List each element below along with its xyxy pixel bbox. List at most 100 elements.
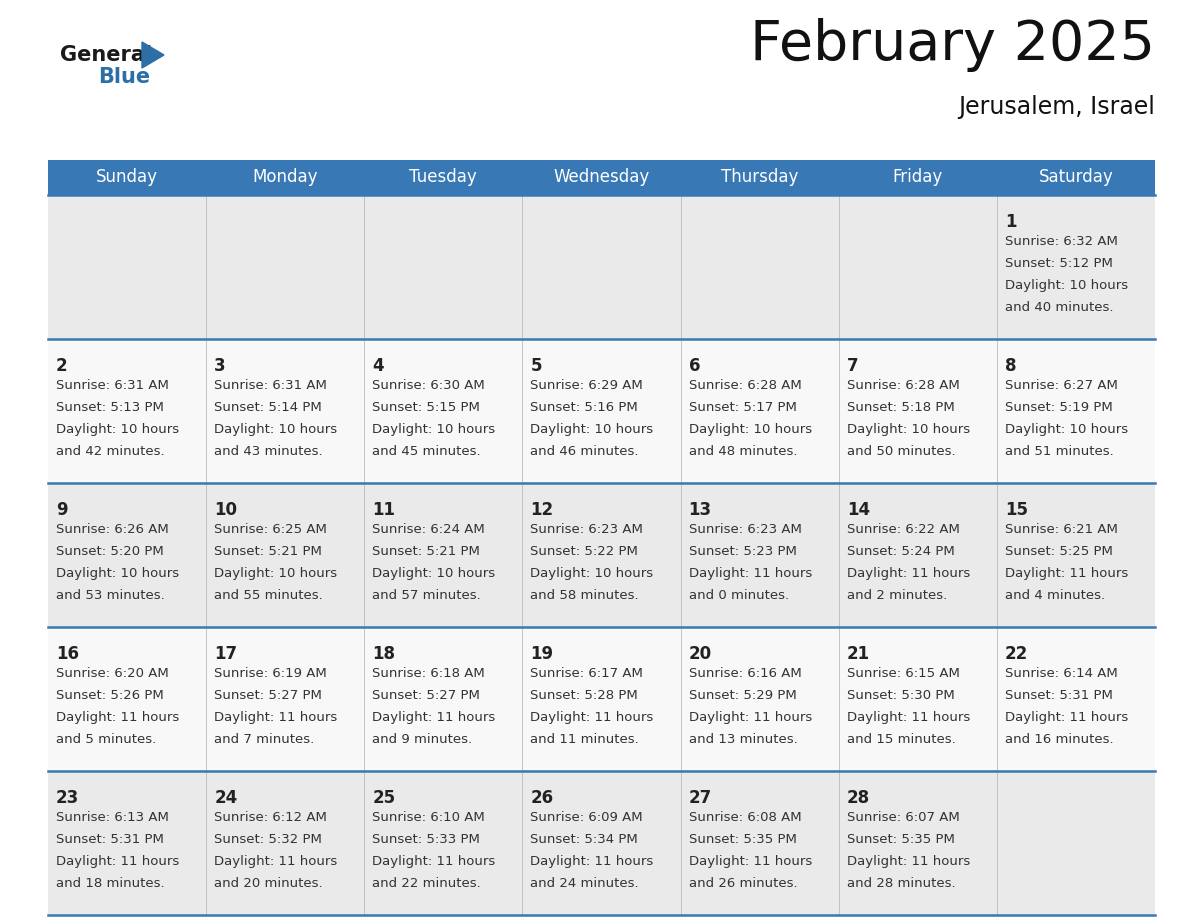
Text: 18: 18 <box>372 645 396 663</box>
Text: Blue: Blue <box>97 67 150 87</box>
Text: Daylight: 11 hours: Daylight: 11 hours <box>214 855 337 868</box>
Text: Sunset: 5:24 PM: Sunset: 5:24 PM <box>847 545 954 558</box>
Text: and 2 minutes.: and 2 minutes. <box>847 589 947 602</box>
Bar <box>523 339 681 483</box>
Bar <box>681 160 839 195</box>
Text: 11: 11 <box>372 501 396 519</box>
Bar <box>681 195 839 339</box>
Text: Sunrise: 6:16 AM: Sunrise: 6:16 AM <box>689 667 802 680</box>
Text: Sunrise: 6:10 AM: Sunrise: 6:10 AM <box>372 811 485 824</box>
Bar <box>997 339 1155 483</box>
Text: and 53 minutes.: and 53 minutes. <box>56 589 165 602</box>
Text: Sunrise: 6:28 AM: Sunrise: 6:28 AM <box>847 379 960 392</box>
Bar <box>997 160 1155 195</box>
Text: Daylight: 11 hours: Daylight: 11 hours <box>689 567 811 580</box>
Bar <box>365 771 523 915</box>
Bar <box>207 195 365 339</box>
Text: and 50 minutes.: and 50 minutes. <box>847 445 955 458</box>
Text: Daylight: 11 hours: Daylight: 11 hours <box>847 567 969 580</box>
Text: Wednesday: Wednesday <box>554 169 650 186</box>
Bar <box>48 195 207 339</box>
Bar <box>997 771 1155 915</box>
Text: Sunrise: 6:15 AM: Sunrise: 6:15 AM <box>847 667 960 680</box>
Text: Daylight: 11 hours: Daylight: 11 hours <box>372 711 495 724</box>
Text: Daylight: 10 hours: Daylight: 10 hours <box>689 423 811 436</box>
Text: Sunset: 5:33 PM: Sunset: 5:33 PM <box>372 833 480 846</box>
Text: Sunset: 5:31 PM: Sunset: 5:31 PM <box>56 833 164 846</box>
Text: and 26 minutes.: and 26 minutes. <box>689 877 797 890</box>
Text: Daylight: 10 hours: Daylight: 10 hours <box>530 567 653 580</box>
Text: Sunrise: 6:21 AM: Sunrise: 6:21 AM <box>1005 523 1118 536</box>
Text: Sunday: Sunday <box>96 169 158 186</box>
Text: 14: 14 <box>847 501 870 519</box>
Text: Saturday: Saturday <box>1038 169 1113 186</box>
Text: and 40 minutes.: and 40 minutes. <box>1005 301 1113 314</box>
Text: Monday: Monday <box>253 169 318 186</box>
Bar <box>997 483 1155 627</box>
Text: Daylight: 10 hours: Daylight: 10 hours <box>1005 423 1127 436</box>
Bar <box>365 195 523 339</box>
Text: February 2025: February 2025 <box>750 18 1155 72</box>
Text: Sunset: 5:30 PM: Sunset: 5:30 PM <box>847 689 954 702</box>
Text: Sunset: 5:34 PM: Sunset: 5:34 PM <box>530 833 638 846</box>
Text: Daylight: 10 hours: Daylight: 10 hours <box>214 423 337 436</box>
Text: Sunset: 5:27 PM: Sunset: 5:27 PM <box>372 689 480 702</box>
Text: Sunrise: 6:12 AM: Sunrise: 6:12 AM <box>214 811 327 824</box>
Text: Daylight: 11 hours: Daylight: 11 hours <box>214 711 337 724</box>
Bar <box>523 160 681 195</box>
Bar <box>207 627 365 771</box>
Text: Sunset: 5:29 PM: Sunset: 5:29 PM <box>689 689 796 702</box>
Text: Sunrise: 6:23 AM: Sunrise: 6:23 AM <box>689 523 802 536</box>
Text: Daylight: 11 hours: Daylight: 11 hours <box>847 855 969 868</box>
Text: Sunset: 5:13 PM: Sunset: 5:13 PM <box>56 401 164 414</box>
Bar <box>681 771 839 915</box>
Text: 2: 2 <box>56 357 68 375</box>
Text: 17: 17 <box>214 645 238 663</box>
Text: 22: 22 <box>1005 645 1028 663</box>
Text: 1: 1 <box>1005 213 1017 231</box>
Text: 7: 7 <box>847 357 859 375</box>
Bar <box>48 160 207 195</box>
Text: and 5 minutes.: and 5 minutes. <box>56 733 157 746</box>
Text: 5: 5 <box>530 357 542 375</box>
Text: Sunset: 5:31 PM: Sunset: 5:31 PM <box>1005 689 1113 702</box>
Bar <box>365 627 523 771</box>
Text: Daylight: 11 hours: Daylight: 11 hours <box>847 711 969 724</box>
Text: Sunrise: 6:18 AM: Sunrise: 6:18 AM <box>372 667 485 680</box>
Text: Sunrise: 6:17 AM: Sunrise: 6:17 AM <box>530 667 644 680</box>
Text: Sunset: 5:18 PM: Sunset: 5:18 PM <box>847 401 954 414</box>
Text: Sunset: 5:12 PM: Sunset: 5:12 PM <box>1005 257 1113 270</box>
Text: 10: 10 <box>214 501 238 519</box>
Bar <box>839 339 997 483</box>
Text: Daylight: 10 hours: Daylight: 10 hours <box>56 567 179 580</box>
Text: Sunrise: 6:26 AM: Sunrise: 6:26 AM <box>56 523 169 536</box>
Text: Daylight: 11 hours: Daylight: 11 hours <box>530 855 653 868</box>
Text: and 15 minutes.: and 15 minutes. <box>847 733 955 746</box>
Text: Daylight: 10 hours: Daylight: 10 hours <box>56 423 179 436</box>
Text: Thursday: Thursday <box>721 169 798 186</box>
Text: and 11 minutes.: and 11 minutes. <box>530 733 639 746</box>
Text: Sunset: 5:26 PM: Sunset: 5:26 PM <box>56 689 164 702</box>
Text: and 58 minutes.: and 58 minutes. <box>530 589 639 602</box>
Text: Sunrise: 6:25 AM: Sunrise: 6:25 AM <box>214 523 327 536</box>
Text: Sunrise: 6:27 AM: Sunrise: 6:27 AM <box>1005 379 1118 392</box>
Text: 28: 28 <box>847 789 870 807</box>
Text: Friday: Friday <box>892 169 943 186</box>
Text: 24: 24 <box>214 789 238 807</box>
Bar <box>365 483 523 627</box>
Text: Daylight: 11 hours: Daylight: 11 hours <box>372 855 495 868</box>
Bar <box>207 339 365 483</box>
Text: 19: 19 <box>530 645 554 663</box>
Text: Sunrise: 6:08 AM: Sunrise: 6:08 AM <box>689 811 801 824</box>
Bar <box>523 483 681 627</box>
Text: Sunset: 5:27 PM: Sunset: 5:27 PM <box>214 689 322 702</box>
Text: Sunset: 5:17 PM: Sunset: 5:17 PM <box>689 401 796 414</box>
Text: Sunset: 5:19 PM: Sunset: 5:19 PM <box>1005 401 1113 414</box>
Text: and 28 minutes.: and 28 minutes. <box>847 877 955 890</box>
Text: 20: 20 <box>689 645 712 663</box>
Bar <box>48 483 207 627</box>
Text: 16: 16 <box>56 645 78 663</box>
Bar <box>523 195 681 339</box>
Bar <box>207 771 365 915</box>
Text: and 42 minutes.: and 42 minutes. <box>56 445 165 458</box>
